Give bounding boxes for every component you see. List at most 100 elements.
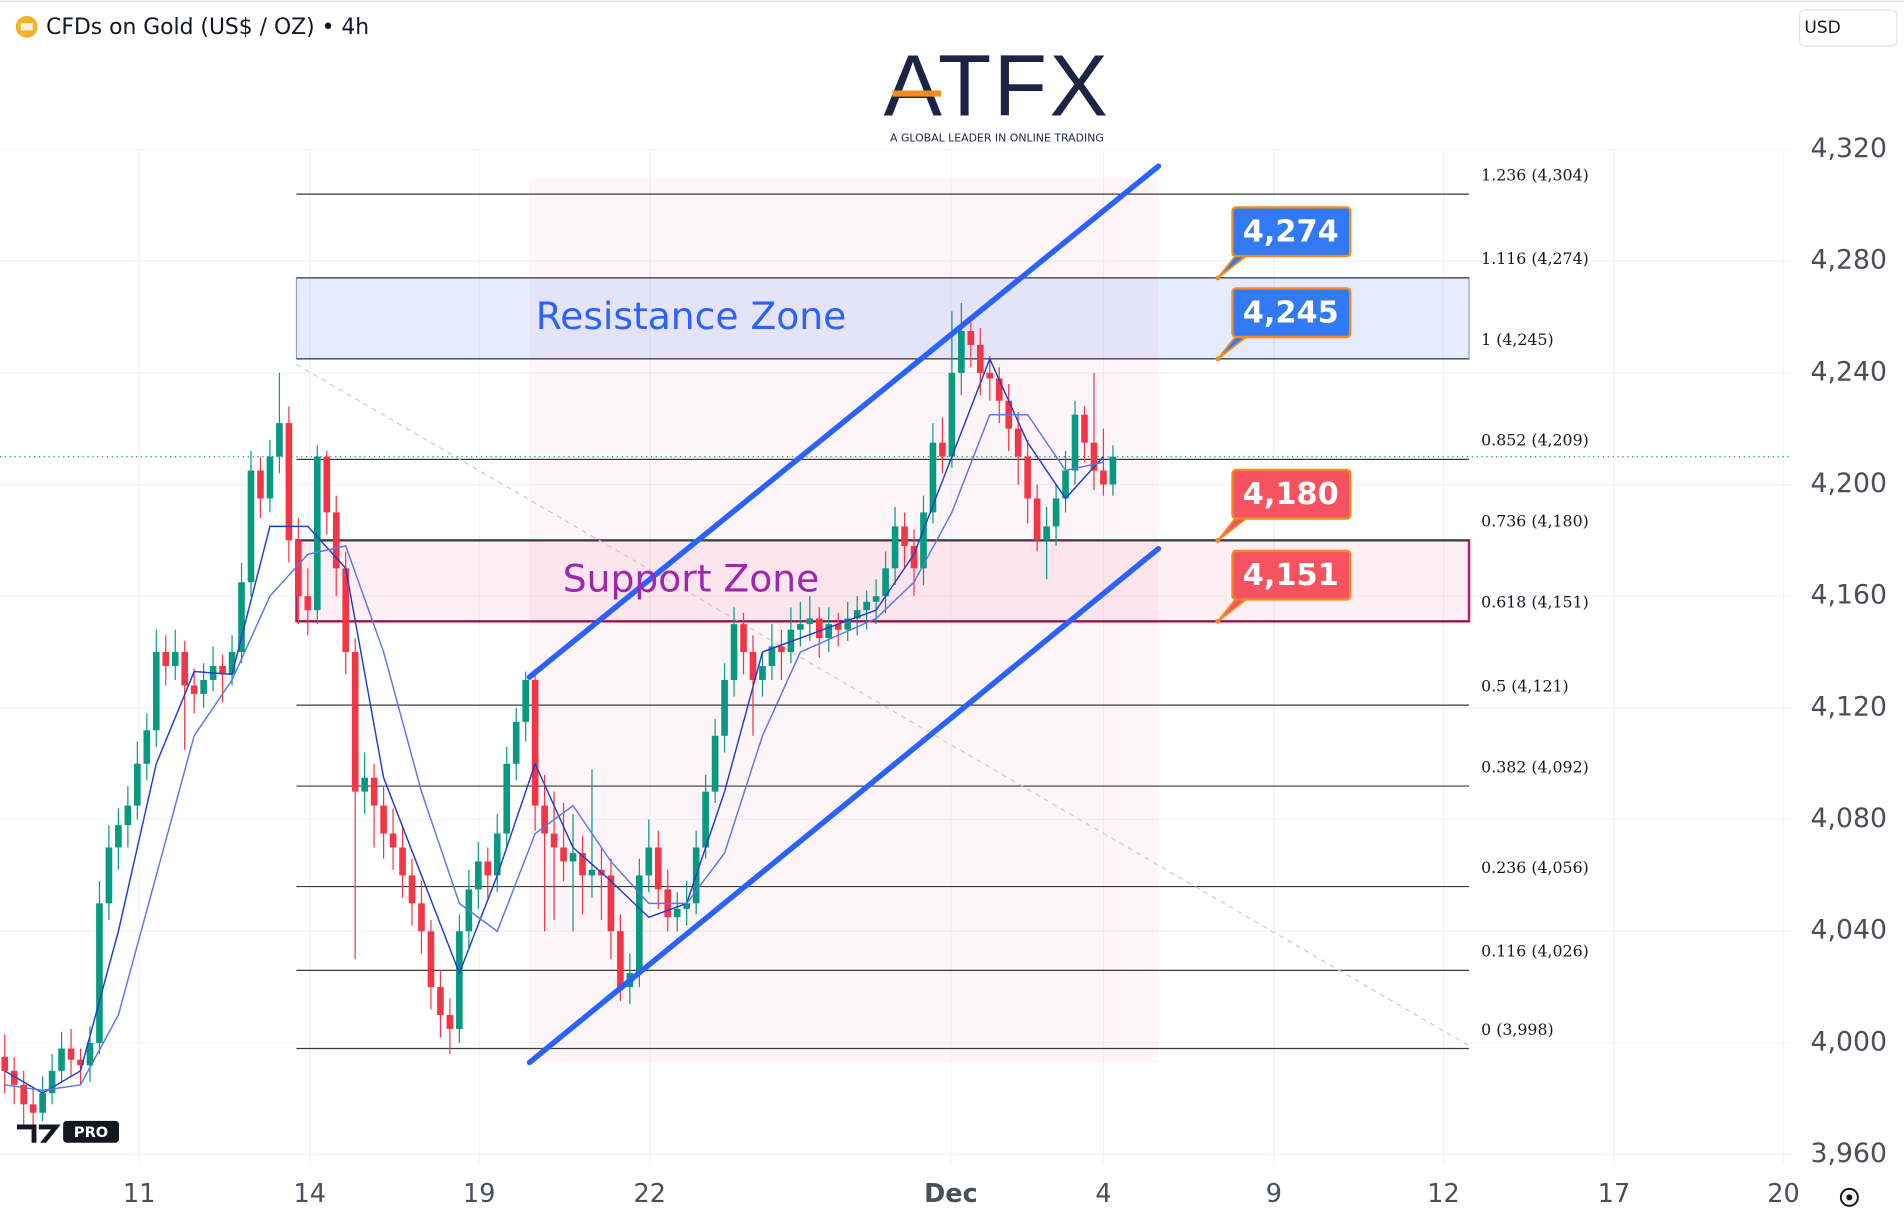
currency-button[interactable] bbox=[1798, 9, 1898, 47]
candle-body bbox=[86, 1042, 94, 1066]
candle-body bbox=[389, 833, 397, 848]
candle-body bbox=[266, 456, 274, 499]
candle-body bbox=[797, 624, 804, 630]
candle-body bbox=[863, 601, 870, 611]
candle-body bbox=[285, 423, 293, 541]
fib-label: 1.116 (4,274) bbox=[1481, 249, 1589, 268]
candle-body bbox=[958, 330, 965, 373]
candle-body bbox=[976, 344, 984, 373]
tv-pro-text: PRO bbox=[74, 1124, 108, 1141]
candle-body bbox=[124, 805, 132, 826]
y-tick-label: 4,320 bbox=[1811, 133, 1887, 164]
candle-body bbox=[228, 652, 236, 675]
candle-body bbox=[995, 378, 1003, 401]
candle-body bbox=[1033, 498, 1041, 541]
callout-anchor bbox=[1215, 275, 1221, 281]
candle-body bbox=[304, 596, 312, 611]
candle-body bbox=[740, 624, 747, 653]
callout-label: 4,245 bbox=[1243, 295, 1339, 330]
candle-body bbox=[531, 679, 539, 806]
symbol-icon-bar bbox=[20, 23, 33, 31]
candle-body bbox=[759, 665, 766, 680]
candle-body bbox=[152, 652, 160, 731]
y-tick-label: 4,000 bbox=[1811, 1026, 1887, 1057]
x-tick-label: 17 bbox=[1598, 1179, 1630, 1209]
candle-body bbox=[1, 1056, 9, 1071]
candle-body bbox=[730, 624, 738, 680]
candle-body bbox=[579, 853, 586, 876]
candle-body bbox=[1100, 470, 1107, 485]
x-tick-label: 14 bbox=[293, 1179, 325, 1209]
candle-body bbox=[948, 372, 956, 457]
candle-body bbox=[636, 875, 643, 974]
candle-body bbox=[39, 1093, 46, 1113]
fib-label: 0.618 (4,151) bbox=[1481, 593, 1589, 612]
callout-anchor bbox=[1215, 618, 1221, 624]
candle-body bbox=[29, 1104, 37, 1113]
candle-body bbox=[550, 833, 558, 848]
channel-line bbox=[526, 163, 1162, 680]
x-tick-label: 4 bbox=[1095, 1179, 1111, 1209]
fib-label: 0.236 (4,056) bbox=[1481, 858, 1589, 877]
candle-body bbox=[778, 646, 785, 653]
candle-body bbox=[332, 512, 340, 569]
candle-body bbox=[484, 861, 492, 876]
candle-body bbox=[1109, 456, 1117, 485]
candle-body bbox=[1081, 414, 1088, 443]
candle-body bbox=[872, 596, 880, 602]
y-tick-label: 4,120 bbox=[1811, 691, 1887, 722]
callout-anchor bbox=[1215, 356, 1221, 362]
settings-icon-core[interactable] bbox=[1846, 1194, 1853, 1201]
candle-body bbox=[105, 847, 113, 904]
candle-body bbox=[503, 763, 511, 834]
y-tick-label: 4,280 bbox=[1811, 245, 1887, 276]
settings-icon[interactable] bbox=[1839, 1187, 1859, 1207]
front-layer: 4,320 4,280 4,240 4,200 4,160 4,120 4,080 4,040… bbox=[123, 133, 1887, 1209]
candle-body bbox=[891, 526, 899, 569]
candle-body bbox=[351, 652, 359, 792]
y-tick-label: 3,960 bbox=[1811, 1138, 1887, 1169]
candle-body bbox=[446, 1015, 454, 1029]
currency-label[interactable]: USD bbox=[1804, 18, 1840, 38]
candle-body bbox=[967, 330, 975, 345]
candle-body bbox=[825, 624, 833, 639]
y-tick-label: 4,240 bbox=[1811, 356, 1887, 387]
candle-body bbox=[806, 618, 814, 625]
callout-box bbox=[1231, 468, 1352, 520]
candle-body bbox=[1062, 470, 1069, 499]
candle-body bbox=[901, 526, 908, 546]
candle-body bbox=[844, 618, 852, 630]
candle-body bbox=[408, 875, 416, 904]
candle-body bbox=[522, 679, 529, 722]
candle-body bbox=[910, 545, 918, 569]
candle-body bbox=[437, 987, 444, 1016]
candle-body bbox=[512, 721, 520, 764]
candle-body bbox=[380, 805, 387, 834]
candle-body bbox=[749, 652, 757, 680]
x-tick-label: 22 bbox=[634, 1179, 666, 1209]
candle-body bbox=[257, 470, 264, 499]
brand-logo: ATFX bbox=[884, 36, 1111, 134]
x-tick-label: Dec bbox=[924, 1179, 978, 1209]
candle-body bbox=[721, 679, 728, 736]
back-layer bbox=[0, 148, 1792, 1166]
candle-body bbox=[560, 847, 567, 862]
callout-anchor bbox=[1215, 537, 1221, 543]
candle-body bbox=[1071, 414, 1079, 471]
callout-label: 4,274 bbox=[1243, 214, 1339, 249]
candle-body bbox=[313, 456, 321, 611]
x-tick-label: 19 bbox=[463, 1179, 495, 1209]
candle-body bbox=[1052, 498, 1060, 527]
candle-body bbox=[276, 423, 283, 457]
fib-label: 1.236 (4,304) bbox=[1481, 165, 1589, 184]
candle-body bbox=[361, 777, 368, 792]
tv-logo bbox=[17, 1124, 61, 1143]
candle-body bbox=[77, 1059, 84, 1066]
moving-average bbox=[4, 357, 1104, 1095]
fib-label: 0.852 (4,209) bbox=[1481, 431, 1589, 450]
channel-line bbox=[526, 545, 1162, 1066]
candle-body bbox=[617, 931, 624, 988]
candle-body bbox=[10, 1070, 18, 1085]
candle-body bbox=[58, 1048, 65, 1071]
candle-body bbox=[427, 931, 435, 988]
